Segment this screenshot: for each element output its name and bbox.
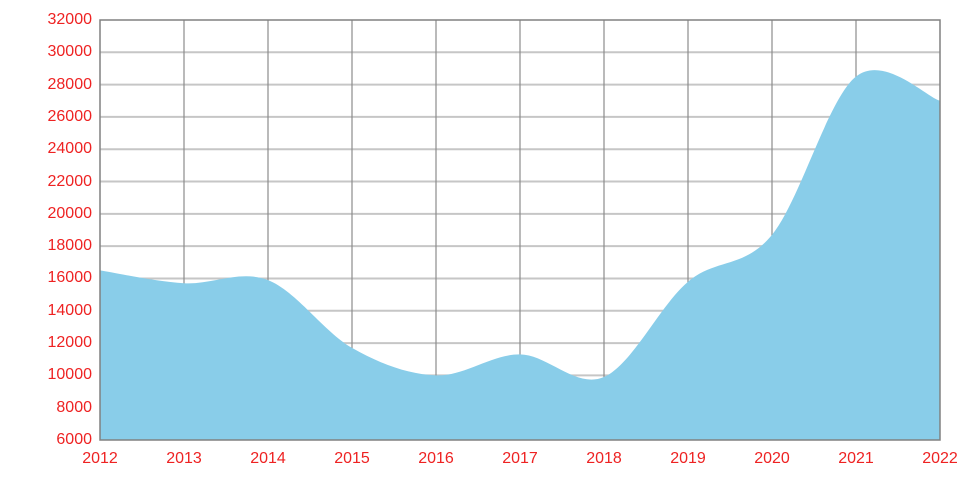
y-tick-label: 18000 — [47, 237, 93, 255]
y-tick-label: 32000 — [47, 11, 93, 28]
x-tick-label: 2016 — [418, 450, 454, 467]
x-tick-label: 2015 — [334, 450, 370, 467]
y-tick-label: 24000 — [47, 140, 93, 158]
y-tick-label: 8000 — [56, 398, 92, 416]
x-tick-label: 2017 — [502, 450, 538, 467]
y-tick-label: 30000 — [47, 43, 93, 61]
plot-frame — [99, 19, 941, 441]
y-tick-label: 10000 — [47, 366, 93, 384]
y-tick-label: 14000 — [47, 301, 93, 319]
y-tick-label: 6000 — [56, 431, 92, 448]
x-tick-label: 2018 — [586, 450, 622, 467]
x-tick-label: 2013 — [166, 450, 202, 467]
x-tick-label: 2022 — [922, 450, 958, 467]
x-tick-label: 2021 — [838, 450, 874, 467]
area-series — [100, 70, 940, 441]
x-tick-label: 2020 — [754, 450, 790, 467]
y-tick-label: 22000 — [47, 172, 93, 190]
x-tick-label: 2019 — [670, 450, 706, 467]
y-tick-label: 20000 — [47, 204, 93, 222]
y-tick-label: 28000 — [47, 75, 93, 93]
y-tick-label: 26000 — [47, 107, 93, 125]
y-tick-label: 16000 — [47, 269, 93, 287]
y-tick-label: 12000 — [47, 334, 93, 352]
x-tick-label: 2012 — [82, 450, 118, 467]
x-tick-label: 2014 — [250, 450, 286, 467]
